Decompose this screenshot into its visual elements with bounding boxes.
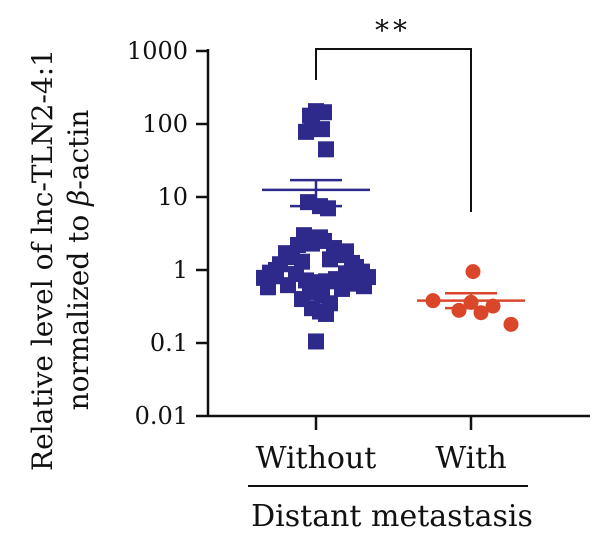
point-without-20 [322, 251, 338, 268]
point-without-40 [356, 278, 372, 295]
y-axis-title-line1: Relative level of lnc-TLN2-4:1 [26, 49, 59, 471]
point-with-0 [465, 264, 481, 280]
category-label-with: With [435, 441, 506, 476]
y-axis-title-line2: normalized to β-actin [62, 110, 95, 411]
point-without-42 [334, 280, 350, 297]
point-without-41 [260, 279, 276, 296]
y-tick-label-0: 1000 [127, 37, 188, 65]
point-without-13 [304, 235, 320, 252]
y-tick-label-4: 0.1 [150, 329, 188, 357]
point-with-4 [451, 302, 467, 318]
y-tick-label-2: 10 [157, 183, 188, 211]
point-without-50 [308, 333, 324, 350]
point-without-9 [320, 200, 336, 217]
error-bars [262, 178, 525, 310]
y-tick-label-1: 100 [142, 110, 188, 138]
category-label-without: Without [256, 441, 377, 476]
data-points [256, 103, 519, 350]
point-without-4 [314, 121, 330, 138]
point-without-21 [294, 253, 310, 270]
x-axis-title: Distant metastasis [251, 499, 533, 534]
y-tick-label-3: 1 [173, 256, 188, 284]
point-with-6 [503, 316, 519, 332]
y-axis-title: Relative level of lnc-TLN2-4:1 normalize… [26, 49, 95, 471]
point-without-1 [316, 104, 332, 121]
significance-bracket [315, 48, 472, 212]
y-tick-label-5: 0.01 [135, 402, 188, 430]
point-without-39 [280, 277, 296, 294]
point-with-3 [485, 298, 501, 314]
point-without-5 [298, 123, 314, 140]
y-ticks: 1000 100 10 1 0.1 0.01 [127, 37, 208, 430]
point-without-6 [318, 141, 334, 158]
significance-label: ** [375, 14, 411, 47]
point-without-49 [318, 305, 334, 322]
